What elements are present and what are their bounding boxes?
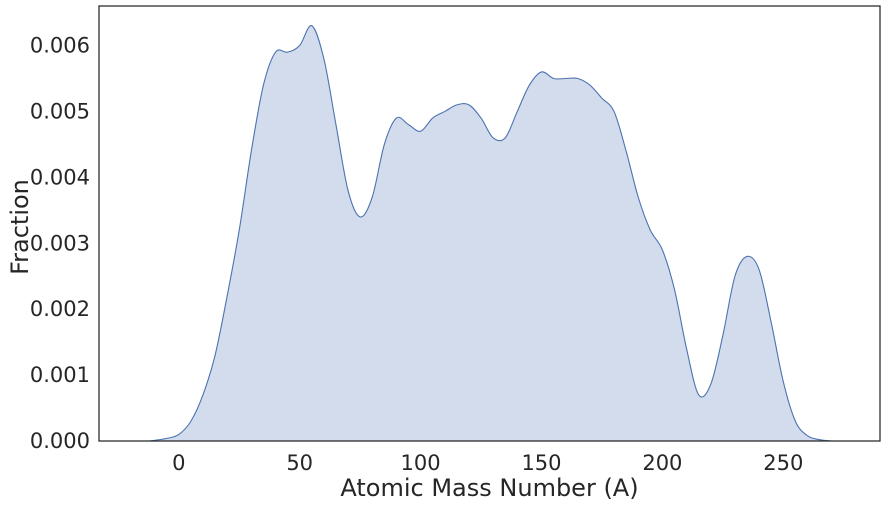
y-tick-label: 0.001	[30, 363, 90, 387]
x-tick-label: 250	[763, 451, 803, 475]
y-tick-label: 0.006	[30, 34, 90, 58]
y-tick-label: 0.005	[30, 99, 90, 123]
y-tick-label: 0.002	[30, 297, 90, 321]
plot-frame	[98, 5, 881, 442]
density-line	[149, 25, 832, 442]
y-tick-label: 0.000	[30, 429, 90, 453]
x-axis-ticks: 0 50 100 150 200 250	[172, 451, 803, 475]
x-tick-label: 50	[286, 451, 313, 475]
density-area-fill	[149, 25, 832, 442]
y-axis-title: Fraction	[6, 179, 34, 275]
y-tick-label: 0.004	[30, 165, 90, 189]
x-tick-label: 150	[521, 451, 561, 475]
x-tick-label: 0	[172, 451, 185, 475]
y-axis-ticks: 0.000 0.001 0.002 0.003 0.004 0.005 0.006	[30, 34, 90, 453]
x-tick-label: 100	[401, 451, 441, 475]
y-tick-label: 0.003	[30, 231, 90, 255]
x-tick-label: 200	[642, 451, 682, 475]
x-axis-title: Atomic Mass Number (A)	[340, 474, 638, 502]
